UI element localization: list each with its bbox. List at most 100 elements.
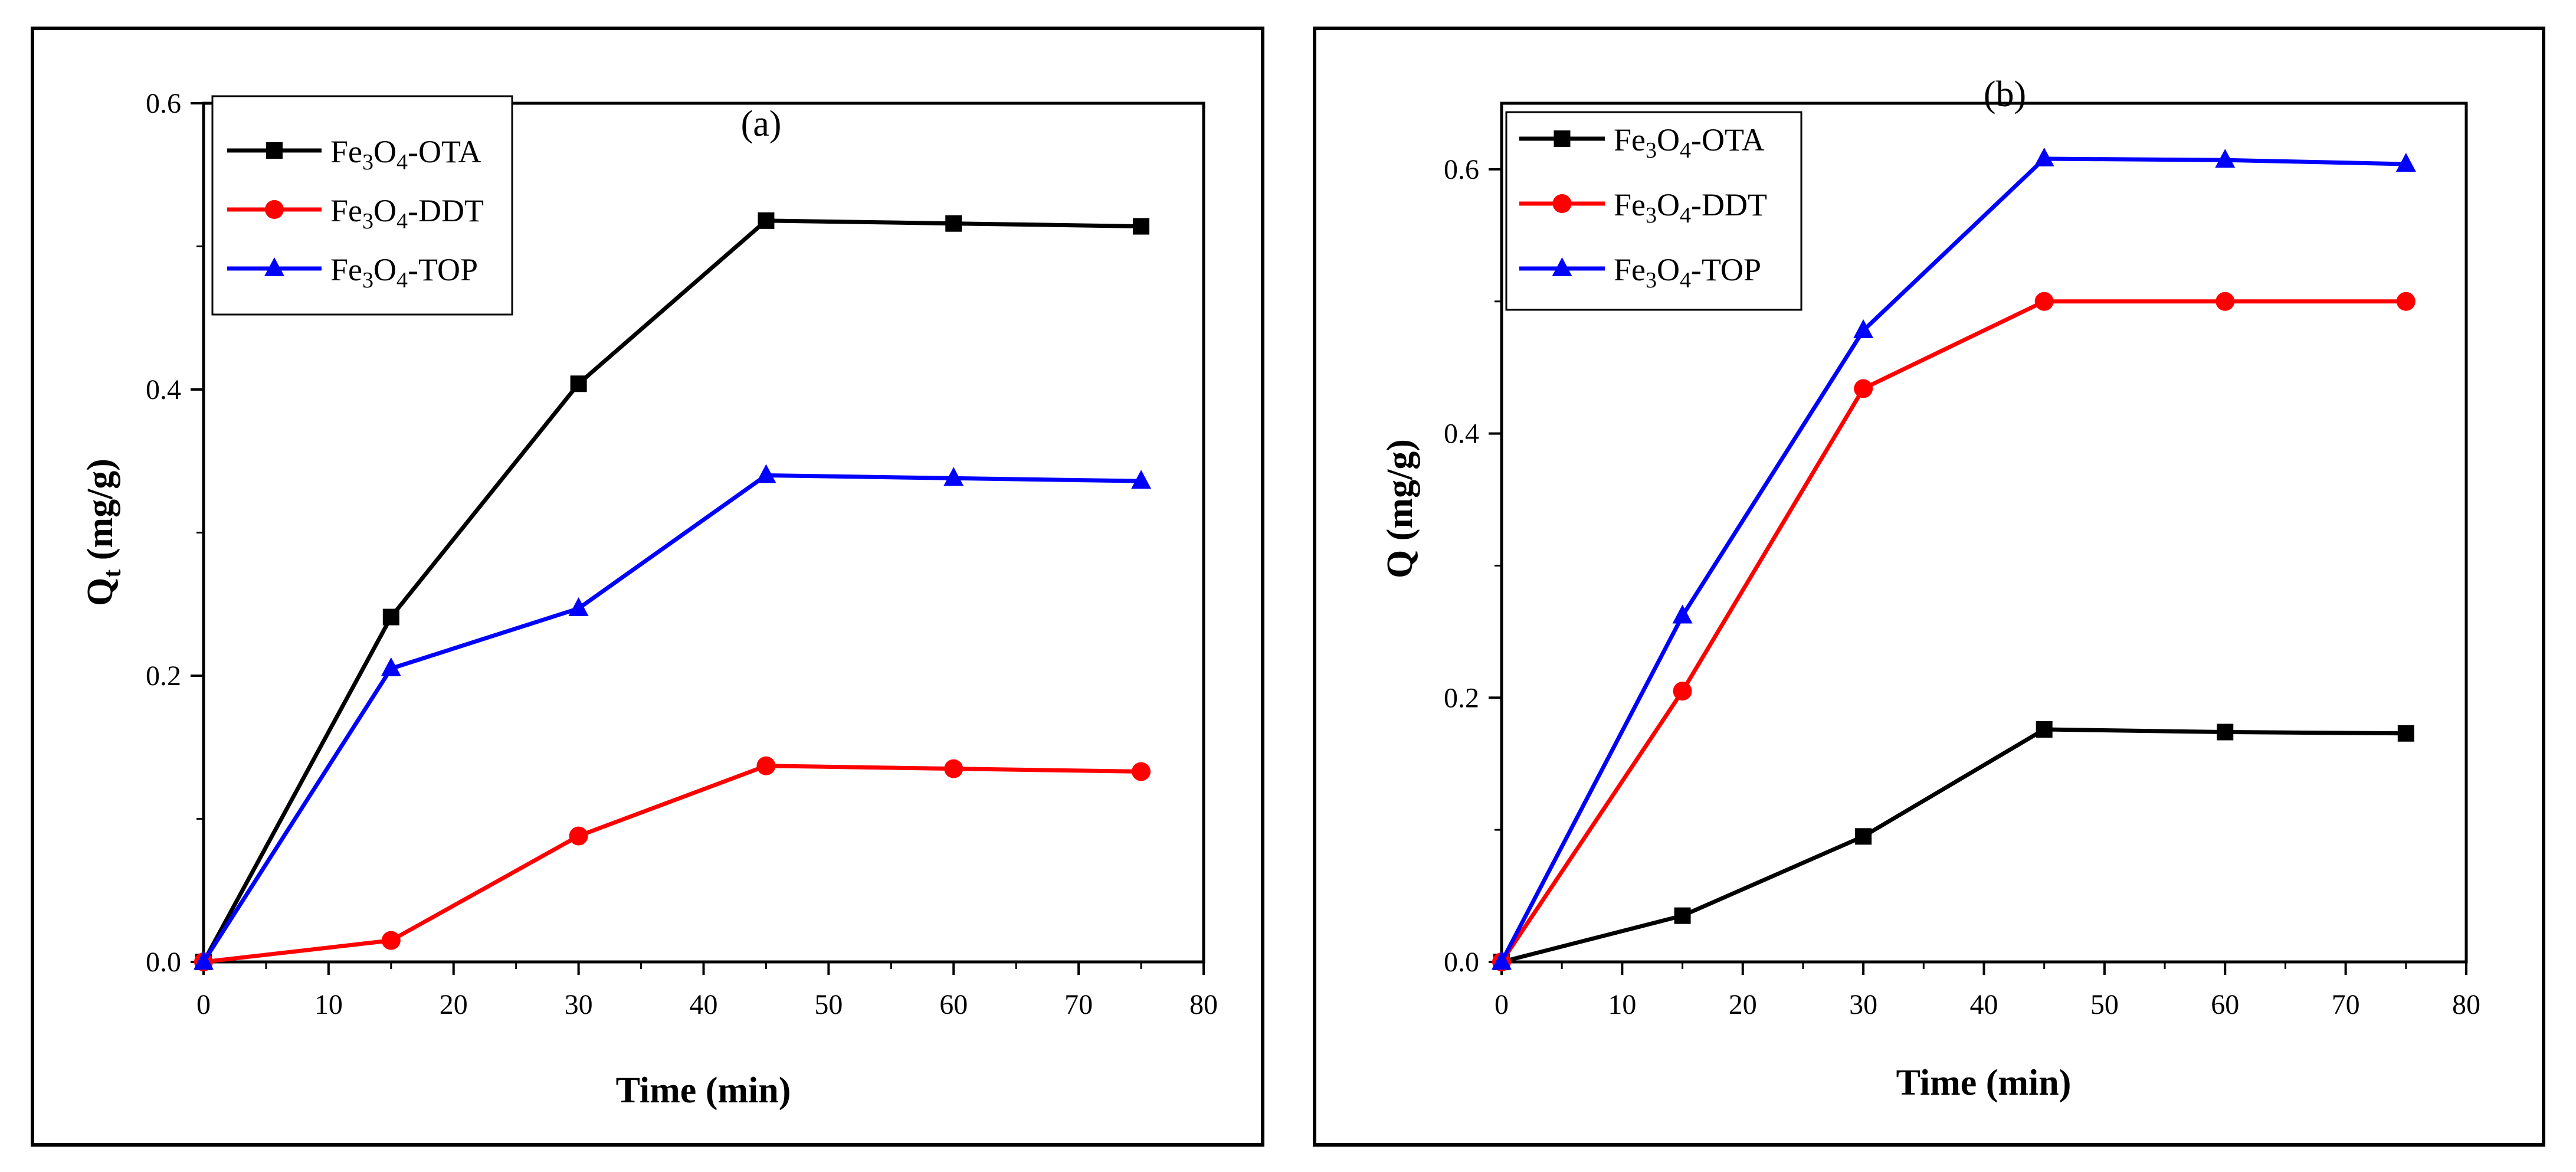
panel-b-y-axis-label: Q (mg/g) bbox=[1380, 439, 1420, 578]
panel-a-legend-label-fe3o4-ddt: Fe3O4-DDT bbox=[330, 193, 484, 234]
panel-b-point-fe3o4-top bbox=[2034, 148, 2054, 167]
panel-b-legend-marker-fe3o4-ddt bbox=[1552, 194, 1572, 213]
legend-text: O bbox=[1657, 187, 1680, 222]
panel-a-x-tick-label: 60 bbox=[939, 989, 968, 1020]
panel-a-y-axis-label-unit: (mg/g) bbox=[80, 459, 120, 569]
legend-text: -OTA bbox=[408, 134, 481, 169]
panel-a-x-tick-label: 0 bbox=[196, 989, 211, 1020]
panel-b-y-tick-label: 0.4 bbox=[1444, 418, 1479, 450]
panel-a-series-line-fe3o4-ddt bbox=[203, 764, 1142, 964]
panel-a-series bbox=[194, 212, 1152, 971]
panel-b-point-fe3o4-top bbox=[1492, 951, 1512, 970]
panel-a-ticks: 0 10 20 30 40 50 60 70 80 0.0 0.2 0.4 0.6 bbox=[146, 88, 1218, 1020]
panel-b-x-tick-label: 80 bbox=[2452, 989, 2480, 1020]
panel-b-legend-label-fe3o4-ota: Fe3O4-OTA bbox=[1614, 122, 1765, 163]
panel-a-y-tick-label: 0.6 bbox=[146, 88, 181, 119]
panel-a-x-tick-label: 20 bbox=[440, 989, 468, 1020]
panel-b-point-fe3o4-ddt bbox=[2396, 292, 2416, 311]
panel-b-legend-marker-fe3o4-ota bbox=[1554, 130, 1571, 147]
legend-text: O bbox=[373, 252, 396, 287]
legend-text: Fe bbox=[330, 134, 362, 169]
panel-b-y-tick-label: 0.2 bbox=[1444, 682, 1479, 713]
panel-a-point-fe3o4-top bbox=[756, 464, 776, 483]
panel-a-x-tick-label: 40 bbox=[690, 989, 718, 1020]
panel-a-legend-marker-fe3o4-ddt bbox=[265, 200, 284, 219]
panel-a-point-fe3o4-top bbox=[381, 657, 401, 676]
legend-text: Fe bbox=[330, 252, 362, 287]
panel-b-point-fe3o4-ddt bbox=[2034, 292, 2054, 311]
panel-b-point-fe3o4-ddt bbox=[1673, 682, 1692, 701]
panel-b-x-tick-label: 50 bbox=[2090, 989, 2119, 1020]
panel-b-point-fe3o4-top bbox=[1672, 604, 1693, 624]
panel-a-y-tick-label: 0.0 bbox=[146, 947, 181, 978]
panel-b-series-line-fe3o4-ota bbox=[1501, 727, 2406, 964]
panel-b-series-line-fe3o4-ddt bbox=[1500, 299, 2406, 963]
panel-a-legend-marker-fe3o4-ota bbox=[266, 142, 283, 159]
panel-b-point-fe3o4-ota bbox=[2217, 724, 2234, 741]
panel-b-frame bbox=[1313, 27, 2545, 1147]
legend-subscript: 3 bbox=[362, 209, 373, 234]
panel-b-y-axis-label-main: Q bbox=[1380, 550, 1420, 578]
legend-text: O bbox=[373, 134, 396, 169]
panel-a-series-line-fe3o4-top bbox=[202, 473, 1142, 963]
legend-text: -OTA bbox=[1691, 122, 1765, 158]
panel-a-y-tick-label: 0.2 bbox=[146, 660, 181, 692]
legend-text: O bbox=[1657, 252, 1680, 287]
legend-subscript: 4 bbox=[1680, 203, 1691, 228]
legend-text: Fe bbox=[1614, 252, 1646, 287]
panel-b-x-tick-label: 70 bbox=[2332, 989, 2360, 1020]
panel-b-point-fe3o4-ota bbox=[2036, 721, 2053, 738]
panel-b-legend-label-fe3o4-ddt: Fe3O4-DDT bbox=[1614, 187, 1767, 228]
panel-a-point-fe3o4-ddt bbox=[756, 756, 776, 775]
panel-b-point-fe3o4-ota bbox=[1855, 828, 1872, 845]
legend-text: Fe bbox=[330, 193, 362, 228]
panel-b-point-fe3o4-ota bbox=[1674, 907, 1691, 924]
panel-b-point-fe3o4-top bbox=[2215, 149, 2236, 168]
panel-a-x-tick-label: 80 bbox=[1189, 989, 1218, 1020]
legend-text: Fe bbox=[1614, 122, 1646, 158]
panel-a: 0 10 20 30 40 50 60 70 80 0.0 0.2 0.4 0.6 (a) Time (… bbox=[31, 27, 1264, 1147]
panel-a-x-tick-label: 30 bbox=[565, 989, 593, 1020]
panel-b-point-fe3o4-top bbox=[1853, 319, 1874, 339]
panel-a-label: (a) bbox=[741, 104, 782, 144]
legend-text: -DDT bbox=[408, 193, 484, 228]
panel-b-point-fe3o4-ota bbox=[2397, 725, 2414, 742]
legend-subscript: 3 bbox=[362, 150, 373, 175]
panel-a-legend-label-fe3o4-top: Fe3O4-TOP bbox=[330, 252, 478, 293]
legend-text: Fe bbox=[1614, 187, 1646, 222]
panel-a-y-axis-label: Qt (mg/g) bbox=[80, 459, 126, 606]
legend-text: -TOP bbox=[408, 252, 478, 287]
panel-a-y-tick-label: 0.4 bbox=[146, 374, 181, 405]
panel-a-legend-marker-fe3o4-top bbox=[264, 257, 284, 276]
legend-subscript: 4 bbox=[396, 268, 408, 293]
panel-b-y-tick-label: 0.6 bbox=[1444, 154, 1479, 185]
legend-text: -TOP bbox=[1691, 252, 1761, 287]
panel-a-point-fe3o4-ota bbox=[758, 212, 775, 229]
panel-a-x-tick-label: 50 bbox=[814, 989, 843, 1020]
panel-b-series bbox=[1492, 148, 2416, 971]
panel-a-legend-label-fe3o4-ota: Fe3O4-OTA bbox=[330, 134, 481, 175]
panel-a-point-fe3o4-ddt bbox=[569, 826, 588, 846]
panel-b-x-tick-label: 60 bbox=[2211, 989, 2239, 1020]
legend-subscript: 4 bbox=[396, 150, 408, 175]
panel-b-legend-label-fe3o4-top: Fe3O4-TOP bbox=[1614, 252, 1761, 293]
panel-a-x-tick-label: 70 bbox=[1064, 989, 1093, 1020]
legend-text: O bbox=[373, 193, 396, 228]
panel-b-ticks: 0 10 20 30 40 50 60 70 80 0.0 0.2 0.4 0.6 bbox=[1444, 154, 2480, 1020]
panel-a-point-fe3o4-ddt bbox=[381, 931, 401, 950]
panel-b-x-tick-label: 0 bbox=[1495, 989, 1509, 1020]
panel-a-point-fe3o4-ota bbox=[382, 608, 399, 626]
panel-a-y-axis-label-main: Q bbox=[80, 578, 120, 606]
panel-b-label: (b) bbox=[1984, 74, 2026, 114]
panel-a-frame bbox=[31, 27, 1264, 1147]
panel-a-point-fe3o4-ota bbox=[570, 375, 587, 392]
panel-b-x-tick-label: 20 bbox=[1729, 989, 1757, 1020]
panel-b-x-axis-label: Time (min) bbox=[1896, 1063, 2072, 1103]
panel-b-x-tick-label: 10 bbox=[1608, 989, 1636, 1020]
panel-a-y-axis-label-sub: t bbox=[99, 569, 126, 578]
legend-subscript: 4 bbox=[1680, 138, 1691, 163]
legend-subscript: 3 bbox=[1646, 268, 1657, 293]
panel-a-x-tick-label: 10 bbox=[314, 989, 343, 1020]
